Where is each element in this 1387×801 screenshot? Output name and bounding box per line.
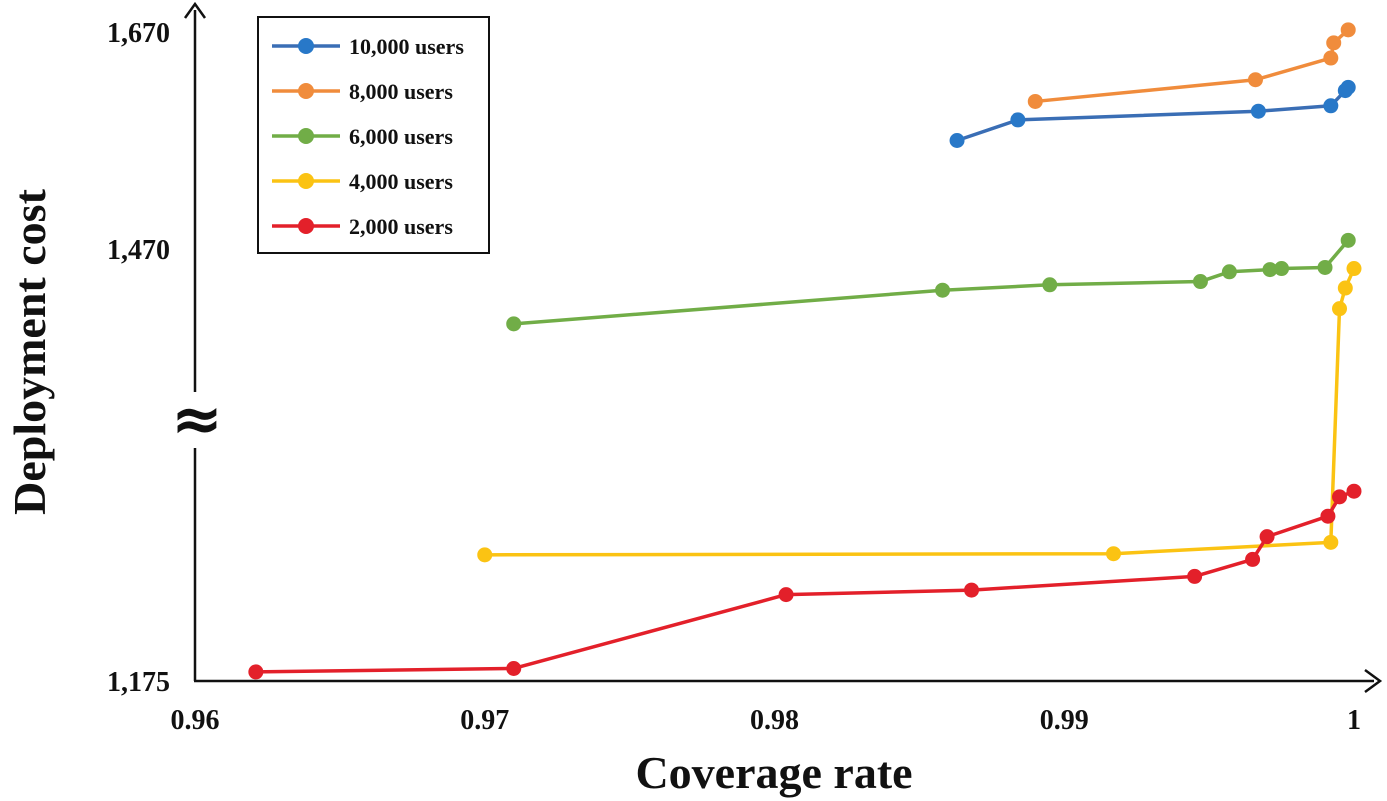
legend-label: 2,000 users bbox=[349, 214, 453, 239]
data-point bbox=[1221, 264, 1237, 280]
data-point bbox=[964, 582, 980, 598]
data-point bbox=[1027, 93, 1043, 109]
data-point bbox=[506, 660, 522, 676]
data-point bbox=[1326, 35, 1342, 51]
data-point bbox=[1262, 262, 1278, 278]
data-point bbox=[1346, 261, 1362, 277]
x-axis-title: Coverage rate bbox=[635, 747, 912, 798]
y-tick-label: 1,470 bbox=[107, 235, 170, 266]
series-line bbox=[484, 267, 1356, 557]
x-tick-label: 0.97 bbox=[460, 705, 509, 736]
data-point bbox=[477, 547, 493, 563]
series-6-000-users bbox=[506, 232, 1356, 332]
series-10-000-users bbox=[949, 79, 1356, 148]
data-point bbox=[1323, 98, 1339, 114]
x-tick-label: 1 bbox=[1347, 705, 1361, 736]
data-point bbox=[1337, 280, 1353, 296]
data-point bbox=[1106, 546, 1122, 562]
data-point bbox=[1340, 22, 1356, 38]
series-layer bbox=[248, 22, 1362, 680]
series-line bbox=[255, 489, 1355, 674]
x-tick-label: 0.98 bbox=[750, 705, 799, 736]
data-point bbox=[1340, 232, 1356, 248]
data-point bbox=[1346, 483, 1362, 499]
series-line bbox=[513, 239, 1350, 326]
legend-swatch-marker bbox=[298, 218, 314, 234]
data-point bbox=[248, 664, 264, 680]
y-axis-arrow bbox=[183, 1, 207, 19]
x-tick-label: 0.99 bbox=[1040, 705, 1089, 736]
y-tick-label: 1,175 bbox=[107, 667, 170, 698]
data-point bbox=[1340, 79, 1356, 95]
legend-label: 8,000 users bbox=[349, 79, 453, 104]
axis-break-mark: ≈ bbox=[171, 382, 223, 455]
data-point bbox=[1247, 72, 1263, 88]
x-tick-labels: 0.96 0.97 0.98 0.99 1 bbox=[171, 705, 1362, 736]
data-point bbox=[1320, 508, 1336, 524]
legend-swatch-marker bbox=[298, 83, 314, 99]
data-point bbox=[506, 316, 522, 332]
legend-label: 6,000 users bbox=[349, 124, 453, 149]
y-axis-title: Deployment cost bbox=[4, 188, 55, 514]
data-point bbox=[1010, 112, 1026, 128]
data-point bbox=[1250, 103, 1266, 119]
data-point bbox=[949, 133, 965, 148]
y-tick-labels: 1,175 1,470 1,670 bbox=[107, 18, 170, 698]
data-point bbox=[1274, 261, 1290, 277]
series-4-000-users bbox=[477, 261, 1362, 563]
axes: ≈ bbox=[171, 1, 1383, 694]
legend-label: 10,000 users bbox=[349, 34, 464, 59]
data-point bbox=[1192, 274, 1208, 290]
data-point bbox=[1332, 489, 1348, 505]
data-point bbox=[1323, 534, 1339, 550]
x-axis-arrow bbox=[1364, 668, 1383, 694]
legend-label: 4,000 users bbox=[349, 169, 453, 194]
x-tick-label: 0.96 bbox=[171, 705, 220, 736]
series-8-000-users bbox=[1027, 22, 1356, 109]
data-point bbox=[1187, 568, 1203, 584]
data-point bbox=[935, 282, 951, 298]
data-point bbox=[1042, 277, 1058, 293]
legend-swatch-marker bbox=[298, 128, 314, 144]
data-point bbox=[1259, 529, 1275, 545]
data-point bbox=[778, 587, 794, 603]
data-point bbox=[1245, 551, 1261, 567]
y-tick-label: 1,670 bbox=[107, 18, 170, 49]
data-point bbox=[1323, 50, 1339, 66]
data-point bbox=[1332, 301, 1348, 317]
data-point bbox=[1317, 259, 1333, 275]
legend: 10,000 users 8,000 users 6,000 users 4,000 … bbox=[257, 16, 490, 254]
series-line bbox=[1035, 28, 1350, 104]
legend-swatch-marker bbox=[298, 173, 314, 189]
legend-swatch-marker bbox=[298, 38, 314, 54]
series-2-000-users bbox=[248, 483, 1362, 680]
